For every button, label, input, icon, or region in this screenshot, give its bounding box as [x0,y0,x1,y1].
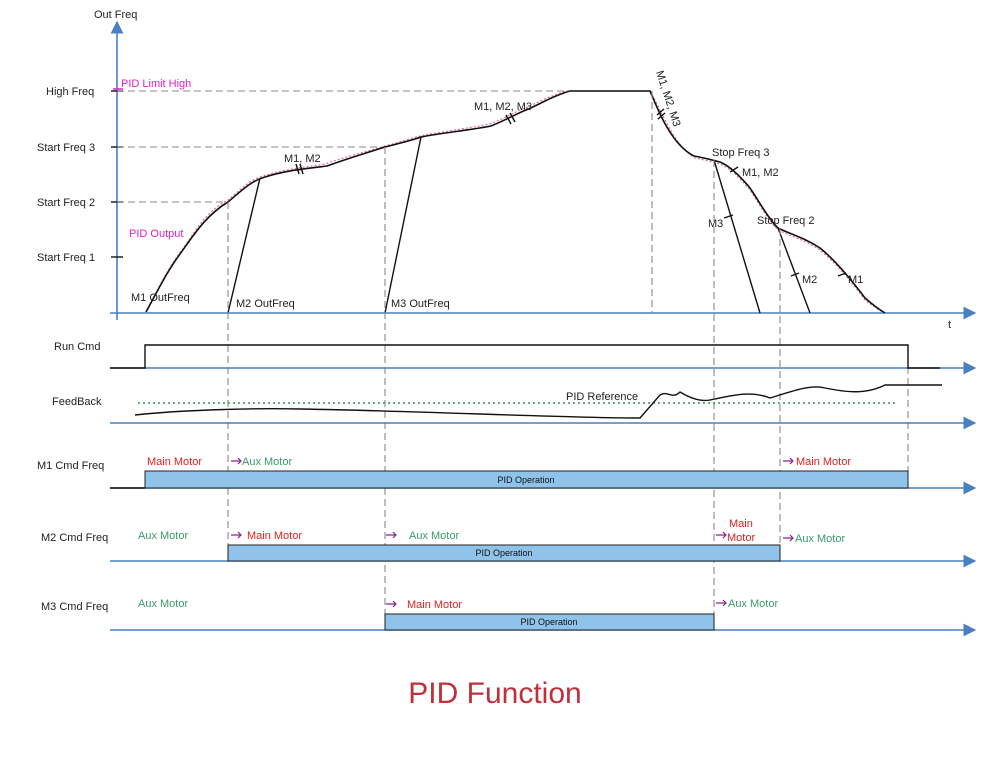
tick-decel-b [657,112,666,120]
m1-arrow-1 [231,457,242,465]
m1-bar-label: PID Operation [497,475,554,485]
m2-stop-ramp [777,227,811,314]
m3-cmd-row: M3 Cmd Freq PID Operation Aux Motor Main… [41,598,977,637]
stop-freq-2-label: Stop Freq 2 [757,215,814,227]
stop-freq-3-label: Stop Freq 3 [712,147,769,159]
m1-label: M1 [848,274,863,286]
m2-main-motor-2a: Main [729,518,753,530]
m1-m2-after-stop3-label: M1, M2 [742,167,779,179]
feedback-label: FeedBack [52,396,102,408]
time-axis-label: t [948,319,951,331]
m2-outfreq-label: M2 OutFreq [236,298,295,310]
run-cmd-label: Run Cmd [54,341,100,353]
m3-arrow-2 [716,599,727,607]
m2-arrow-2 [386,531,397,539]
tick-m2 [790,272,800,277]
m3-cmd-label: M3 Cmd Freq [41,601,108,613]
tick-m1 [837,272,847,277]
tick-m1m2m3 [505,114,512,125]
pid-limit-high-label: PID Limit High [121,78,191,90]
m3-start-ramp [384,136,422,314]
m1-m2-label: M1, M2 [284,153,321,165]
level-start-freq-3: Start Freq 3 [37,142,95,154]
m1-pid-operation-bar [144,470,909,489]
m3-arrow-1 [386,600,397,608]
m2-arrow-1 [231,531,242,539]
m1-m2-m3-decel-label: M1, M2, M3 [653,69,682,128]
pid-output-curve [145,90,886,314]
m3-bar-label: PID Operation [520,617,577,627]
out-freq-graph: Out Freq t High Freq Start Freq 3 Start … [37,9,977,331]
m2-main-motor-1: Main Motor [247,530,302,542]
level-high-freq: High Freq [46,86,94,98]
run-cmd-signal [110,344,940,369]
feedback-row: FeedBack PID Reference [52,384,977,430]
m1-outfreq-label: M1 OutFreq [131,292,190,304]
tick-m3 [723,214,734,219]
m1-aux-motor-1: Aux Motor [242,456,292,468]
m2-bar-label: PID Operation [475,548,532,558]
level-start-freq-1: Start Freq 1 [37,252,95,264]
m3-main-motor-1: Main Motor [407,599,462,611]
m3-stop-ramp [713,159,761,314]
m2-label: M2 [802,274,817,286]
tick-m1m2 [295,163,300,175]
m3-pid-operation-bar [384,613,715,631]
pid-reference-label: PID Reference [566,391,638,403]
tick-decel [656,108,665,116]
m3-aux-motor-2: Aux Motor [728,598,778,610]
m3-outfreq-label: M3 OutFreq [391,298,450,310]
out-freq-curve [145,90,886,314]
m1-main-motor-2: Main Motor [796,456,851,468]
m1-main-motor-1: Main Motor [147,456,202,468]
m1-cmd-row: M1 Cmd Freq PID Operation Main Motor Aux… [37,456,977,495]
m3-aux-motor-1: Aux Motor [138,598,188,610]
run-cmd-row: Run Cmd [54,341,977,375]
level-start-freq-2: Start Freq 2 [37,197,95,209]
m2-start-ramp [227,177,261,314]
m1-m2-m3-label: M1, M2, M3 [474,101,532,113]
m2-aux-motor-1: Aux Motor [138,530,188,542]
m2-main-motor-2b: Motor [727,532,755,544]
feedback-signal [134,384,942,419]
pid-output-label: PID Output [129,228,183,240]
tick-m1m2m3-b [509,112,516,123]
m2-aux-motor-2: Aux Motor [409,530,459,542]
m3-label: M3 [708,218,723,230]
m1-cmd-label: M1 Cmd Freq [37,460,104,472]
m2-aux-motor-3: Aux Motor [795,533,845,545]
tick-stop3 [729,166,739,173]
y-axis-label: Out Freq [94,9,137,21]
m1-arrow-2 [783,457,794,465]
diagram-title: PID Function [408,677,581,710]
m2-pid-operation-bar [227,544,781,562]
m2-cmd-row: M2 Cmd Freq PID Operation Aux Motor Main… [41,518,977,568]
m2-cmd-label: M2 Cmd Freq [41,532,108,544]
tick-m1m2-b [299,163,304,175]
m2-arrow-4 [783,534,794,542]
m2-arrow-3 [716,531,727,539]
